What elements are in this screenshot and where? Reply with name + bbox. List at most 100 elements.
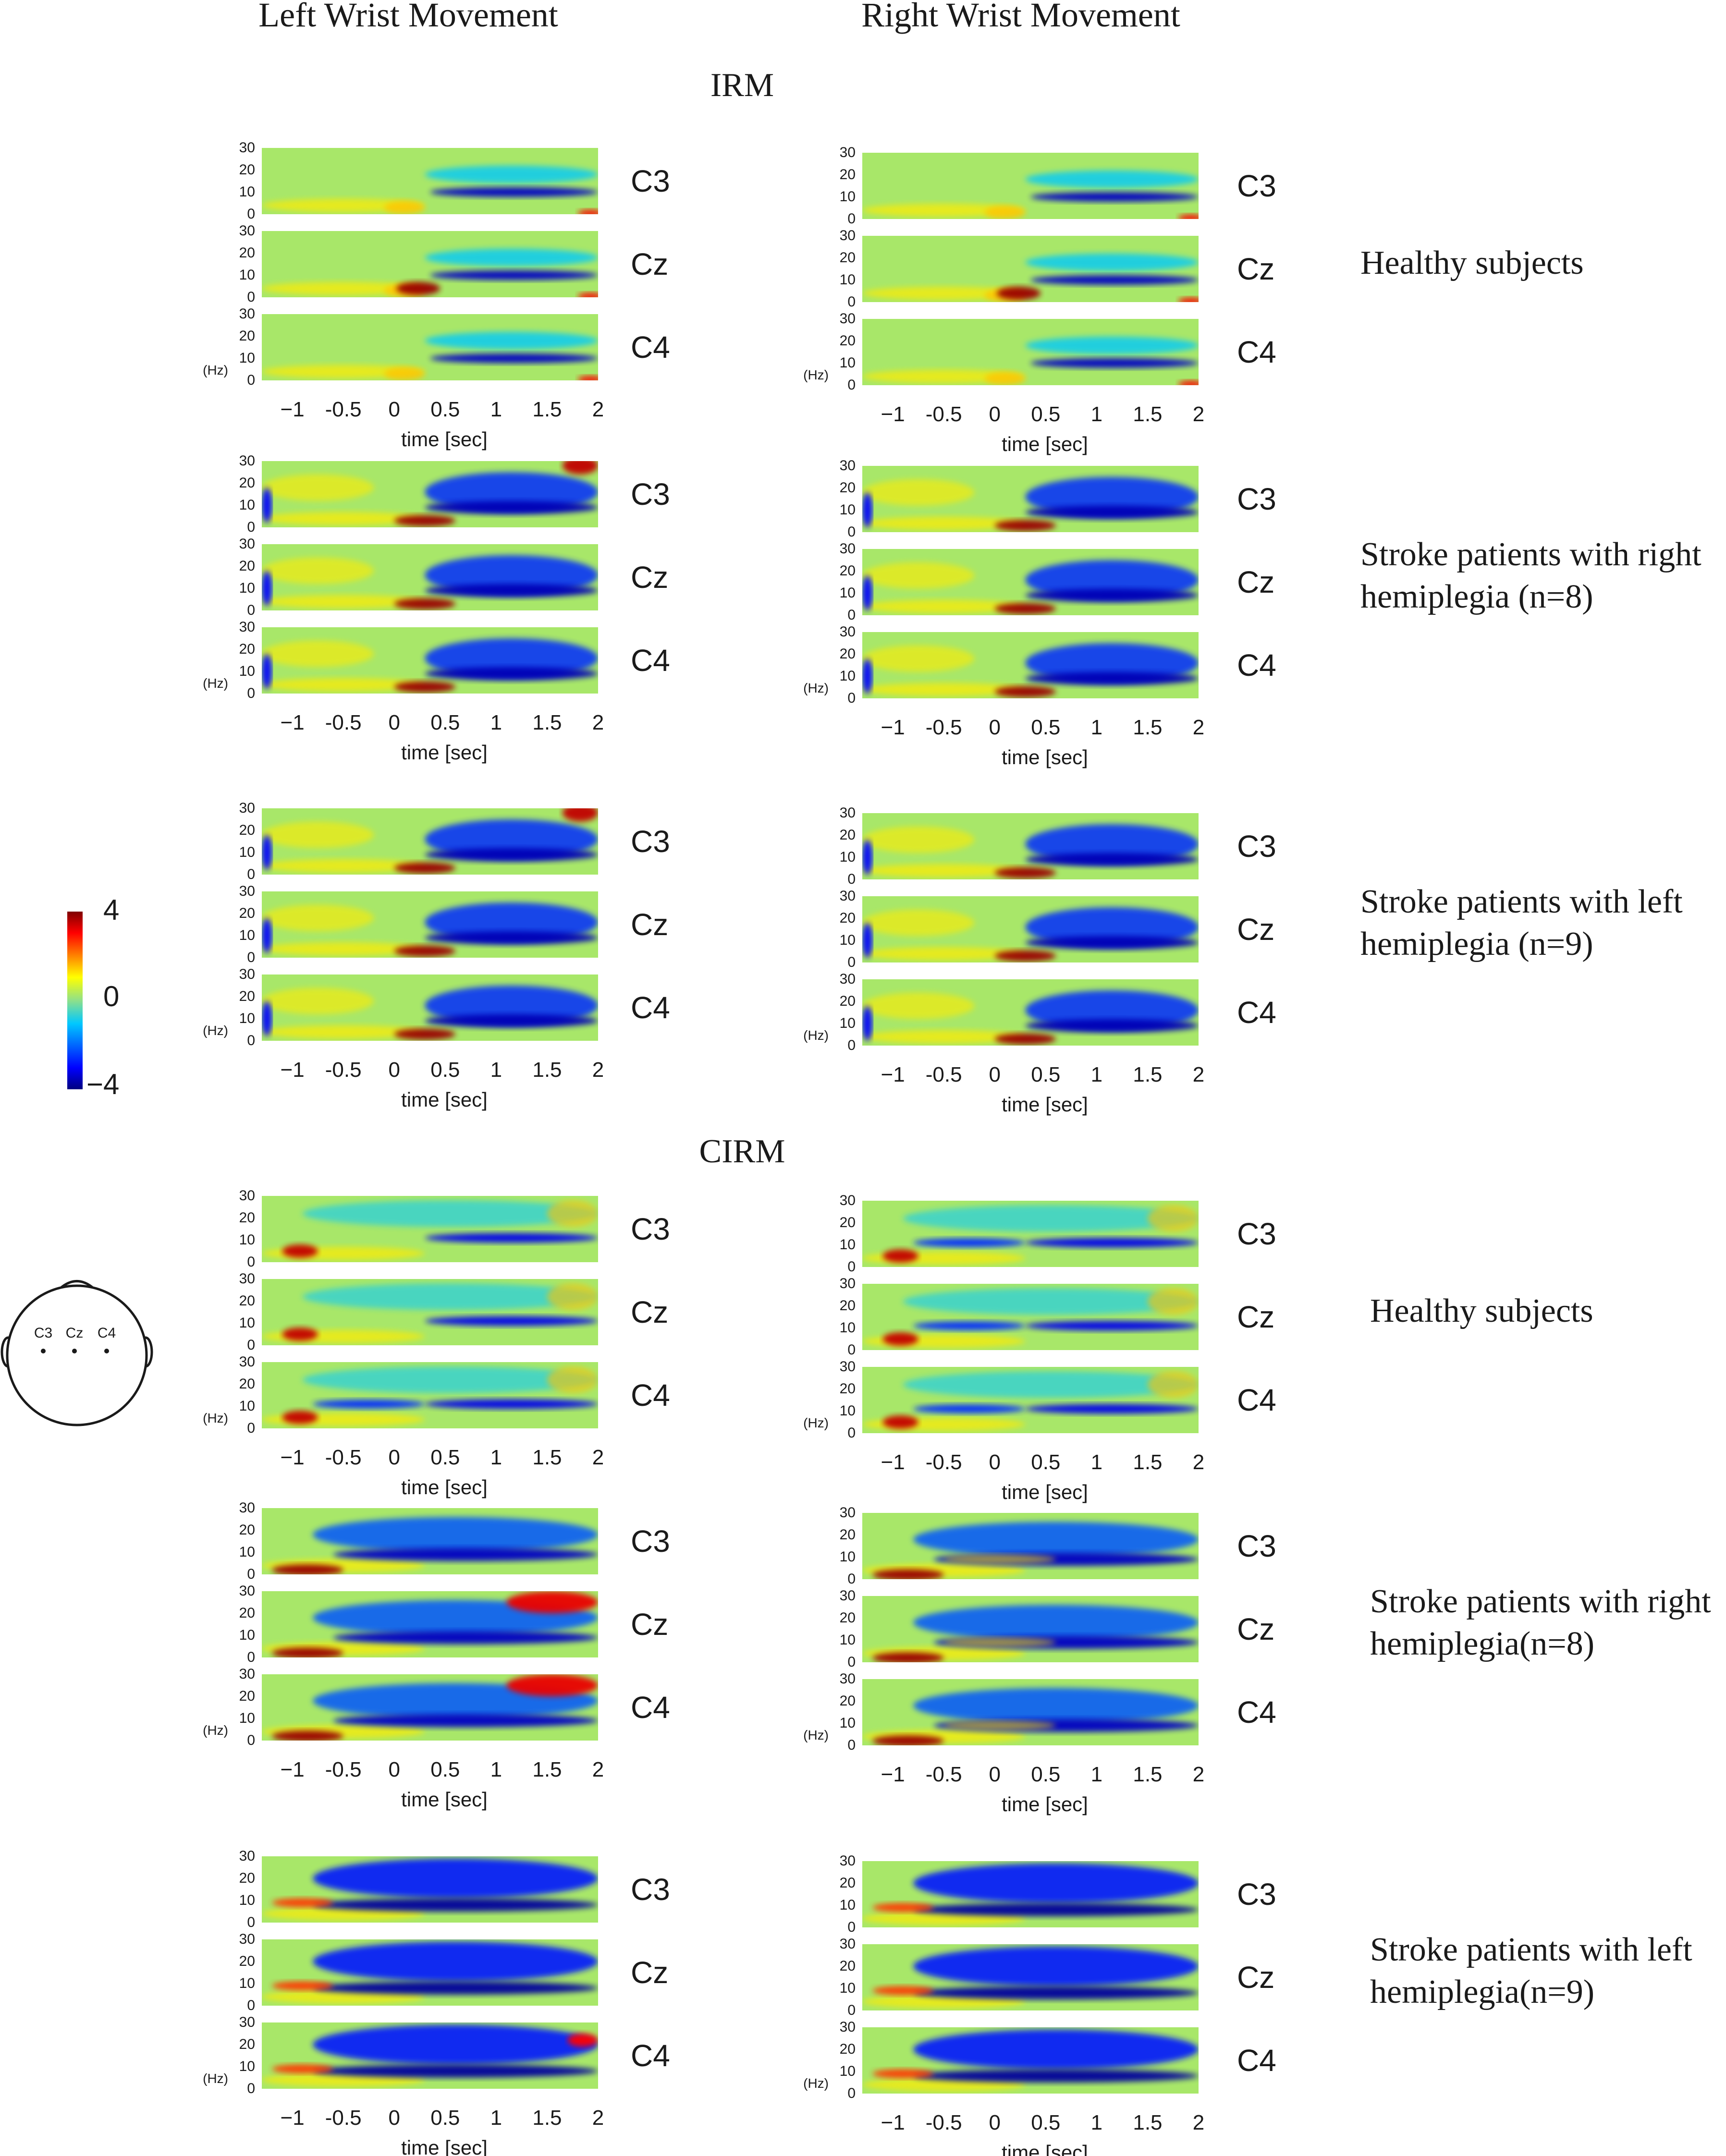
tf-blob (872, 1903, 934, 1912)
column-title-right: Right Wrist Movement (861, 0, 1180, 34)
tf-map-body (862, 2027, 1199, 2094)
x-tick-label: -0.5 (325, 711, 362, 734)
y-tick-label: 0 (247, 602, 255, 618)
tf-map-body (262, 627, 598, 694)
tf-blob (425, 248, 598, 267)
y-tick-label: 0 (847, 2085, 856, 2101)
tf-blob (394, 515, 456, 526)
x-tick-label: -0.5 (325, 398, 362, 421)
tf-blob (913, 2069, 1199, 2083)
tf-blob (872, 1986, 934, 1995)
x-axis-label: time [sec] (1002, 746, 1088, 768)
tf-blob (313, 1981, 598, 1995)
y-tick-label: 30 (239, 536, 255, 552)
tf-blob (913, 1321, 1026, 1330)
y-tick-label: 20 (239, 245, 255, 261)
y-tick-label: 20 (239, 558, 255, 574)
tf-map-body (862, 1513, 1199, 1579)
y-tick-label: 0 (847, 211, 856, 227)
x-tick-label: -0.5 (926, 2111, 962, 2134)
x-axis-label: time [sec] (401, 428, 488, 451)
y-tick-label: 20 (239, 1376, 255, 1392)
tf-blob (313, 2064, 598, 2078)
y-tick-label: 0 (847, 1571, 856, 1587)
tf-map: 0 10 20 30 C4 (239, 2014, 670, 2096)
tf-blob (1178, 380, 1199, 385)
channel-label: C4 (1237, 1695, 1276, 1730)
tf-blob (862, 840, 873, 875)
x-tick-label: 1 (490, 1758, 502, 1781)
electrode-label: Cz (66, 1325, 84, 1341)
x-tick-label: −1 (281, 711, 305, 734)
tf-blob (262, 487, 272, 523)
channel-label: C3 (631, 477, 670, 512)
tf-map-body (862, 1944, 1199, 2010)
tf-map: 0 10 20 30 Cz (840, 1276, 1275, 1358)
tf-blob (313, 1941, 598, 1982)
tf-blob (302, 1283, 598, 1310)
tf-blob (313, 1858, 598, 1899)
tf-blob (862, 658, 873, 694)
tf-blob (984, 372, 1026, 385)
y-tick-label: 30 (840, 1588, 856, 1604)
x-tick-label: −1 (281, 1058, 305, 1082)
y-tick-label: 30 (840, 228, 856, 244)
x-tick-label: 1.5 (1133, 2111, 1162, 2134)
channel-label: Cz (631, 1607, 668, 1642)
group-label: hemiplegia (n=9) (1360, 926, 1593, 962)
x-tick-label: 1.5 (1133, 1763, 1162, 1786)
tf-blob (872, 1569, 944, 1579)
channel-label: C3 (631, 1524, 670, 1559)
tf-blob (425, 848, 598, 862)
y-tick-label: 20 (239, 1210, 255, 1226)
tf-map: 0 10 20 30 C3 (239, 140, 670, 222)
y-tick-label: 0 (247, 206, 255, 222)
tf-blob (882, 1249, 918, 1263)
y-tick-label: 10 (840, 1237, 856, 1253)
head-outline (6, 1284, 148, 1426)
tf-blob (862, 575, 873, 611)
y-tick-label: 10 (840, 1549, 856, 1565)
tf-blob (272, 2064, 333, 2073)
tf-blob (302, 1366, 598, 1393)
tf-map-body (862, 1284, 1199, 1350)
tf-blob (262, 1001, 272, 1036)
tf-blob (872, 1652, 944, 1662)
tf-map: 0 10 20 30 Cz (239, 1271, 669, 1353)
y-tick-label: 30 (840, 311, 856, 327)
channel-label: C3 (1237, 1877, 1276, 1912)
y-tick-label: 20 (840, 1610, 856, 1626)
channel-label: Cz (631, 1955, 668, 1990)
tf-blob (262, 859, 425, 873)
tf-map: 0 10 20 30 Cz (840, 1936, 1275, 2018)
y-tick-label: 20 (840, 827, 856, 843)
tf-blob (1030, 275, 1199, 285)
x-tick-label: 2 (592, 398, 604, 421)
tf-blob (282, 1328, 318, 1341)
x-tick-label: 0 (989, 1763, 1001, 1786)
tf-blob (506, 1591, 598, 1613)
y-tick-label: 30 (239, 453, 255, 469)
tf-blob (1030, 358, 1199, 368)
tf-blob (262, 987, 374, 1014)
group-label: Healthy subjects (1370, 1292, 1593, 1329)
tf-blob (262, 942, 425, 956)
head-diagram: C3 Cz C4 (0, 1280, 153, 1426)
y-tick-label: 0 (247, 289, 255, 305)
x-axis-label: time [sec] (1002, 1793, 1088, 1815)
y-tick-label: 10 (840, 272, 856, 288)
channel-label: C4 (1237, 335, 1276, 369)
x-tick-label: 2 (1193, 2111, 1204, 2134)
tf-blob (262, 281, 425, 295)
x-tick-label: 0.5 (430, 1758, 460, 1781)
tf-blob (862, 826, 975, 853)
tf-map: 0 10 20 30 C3 (840, 145, 1276, 227)
y-tick-label: 20 (840, 1958, 856, 1974)
tf-blob (913, 1238, 1026, 1247)
tf-blob (425, 1316, 598, 1326)
y-tick-label: 10 (840, 1015, 856, 1031)
tf-blob (562, 461, 598, 475)
y-tick-label: 10 (840, 585, 856, 601)
tf-blob (862, 682, 1026, 696)
y-tick-label: 0 (247, 950, 255, 965)
